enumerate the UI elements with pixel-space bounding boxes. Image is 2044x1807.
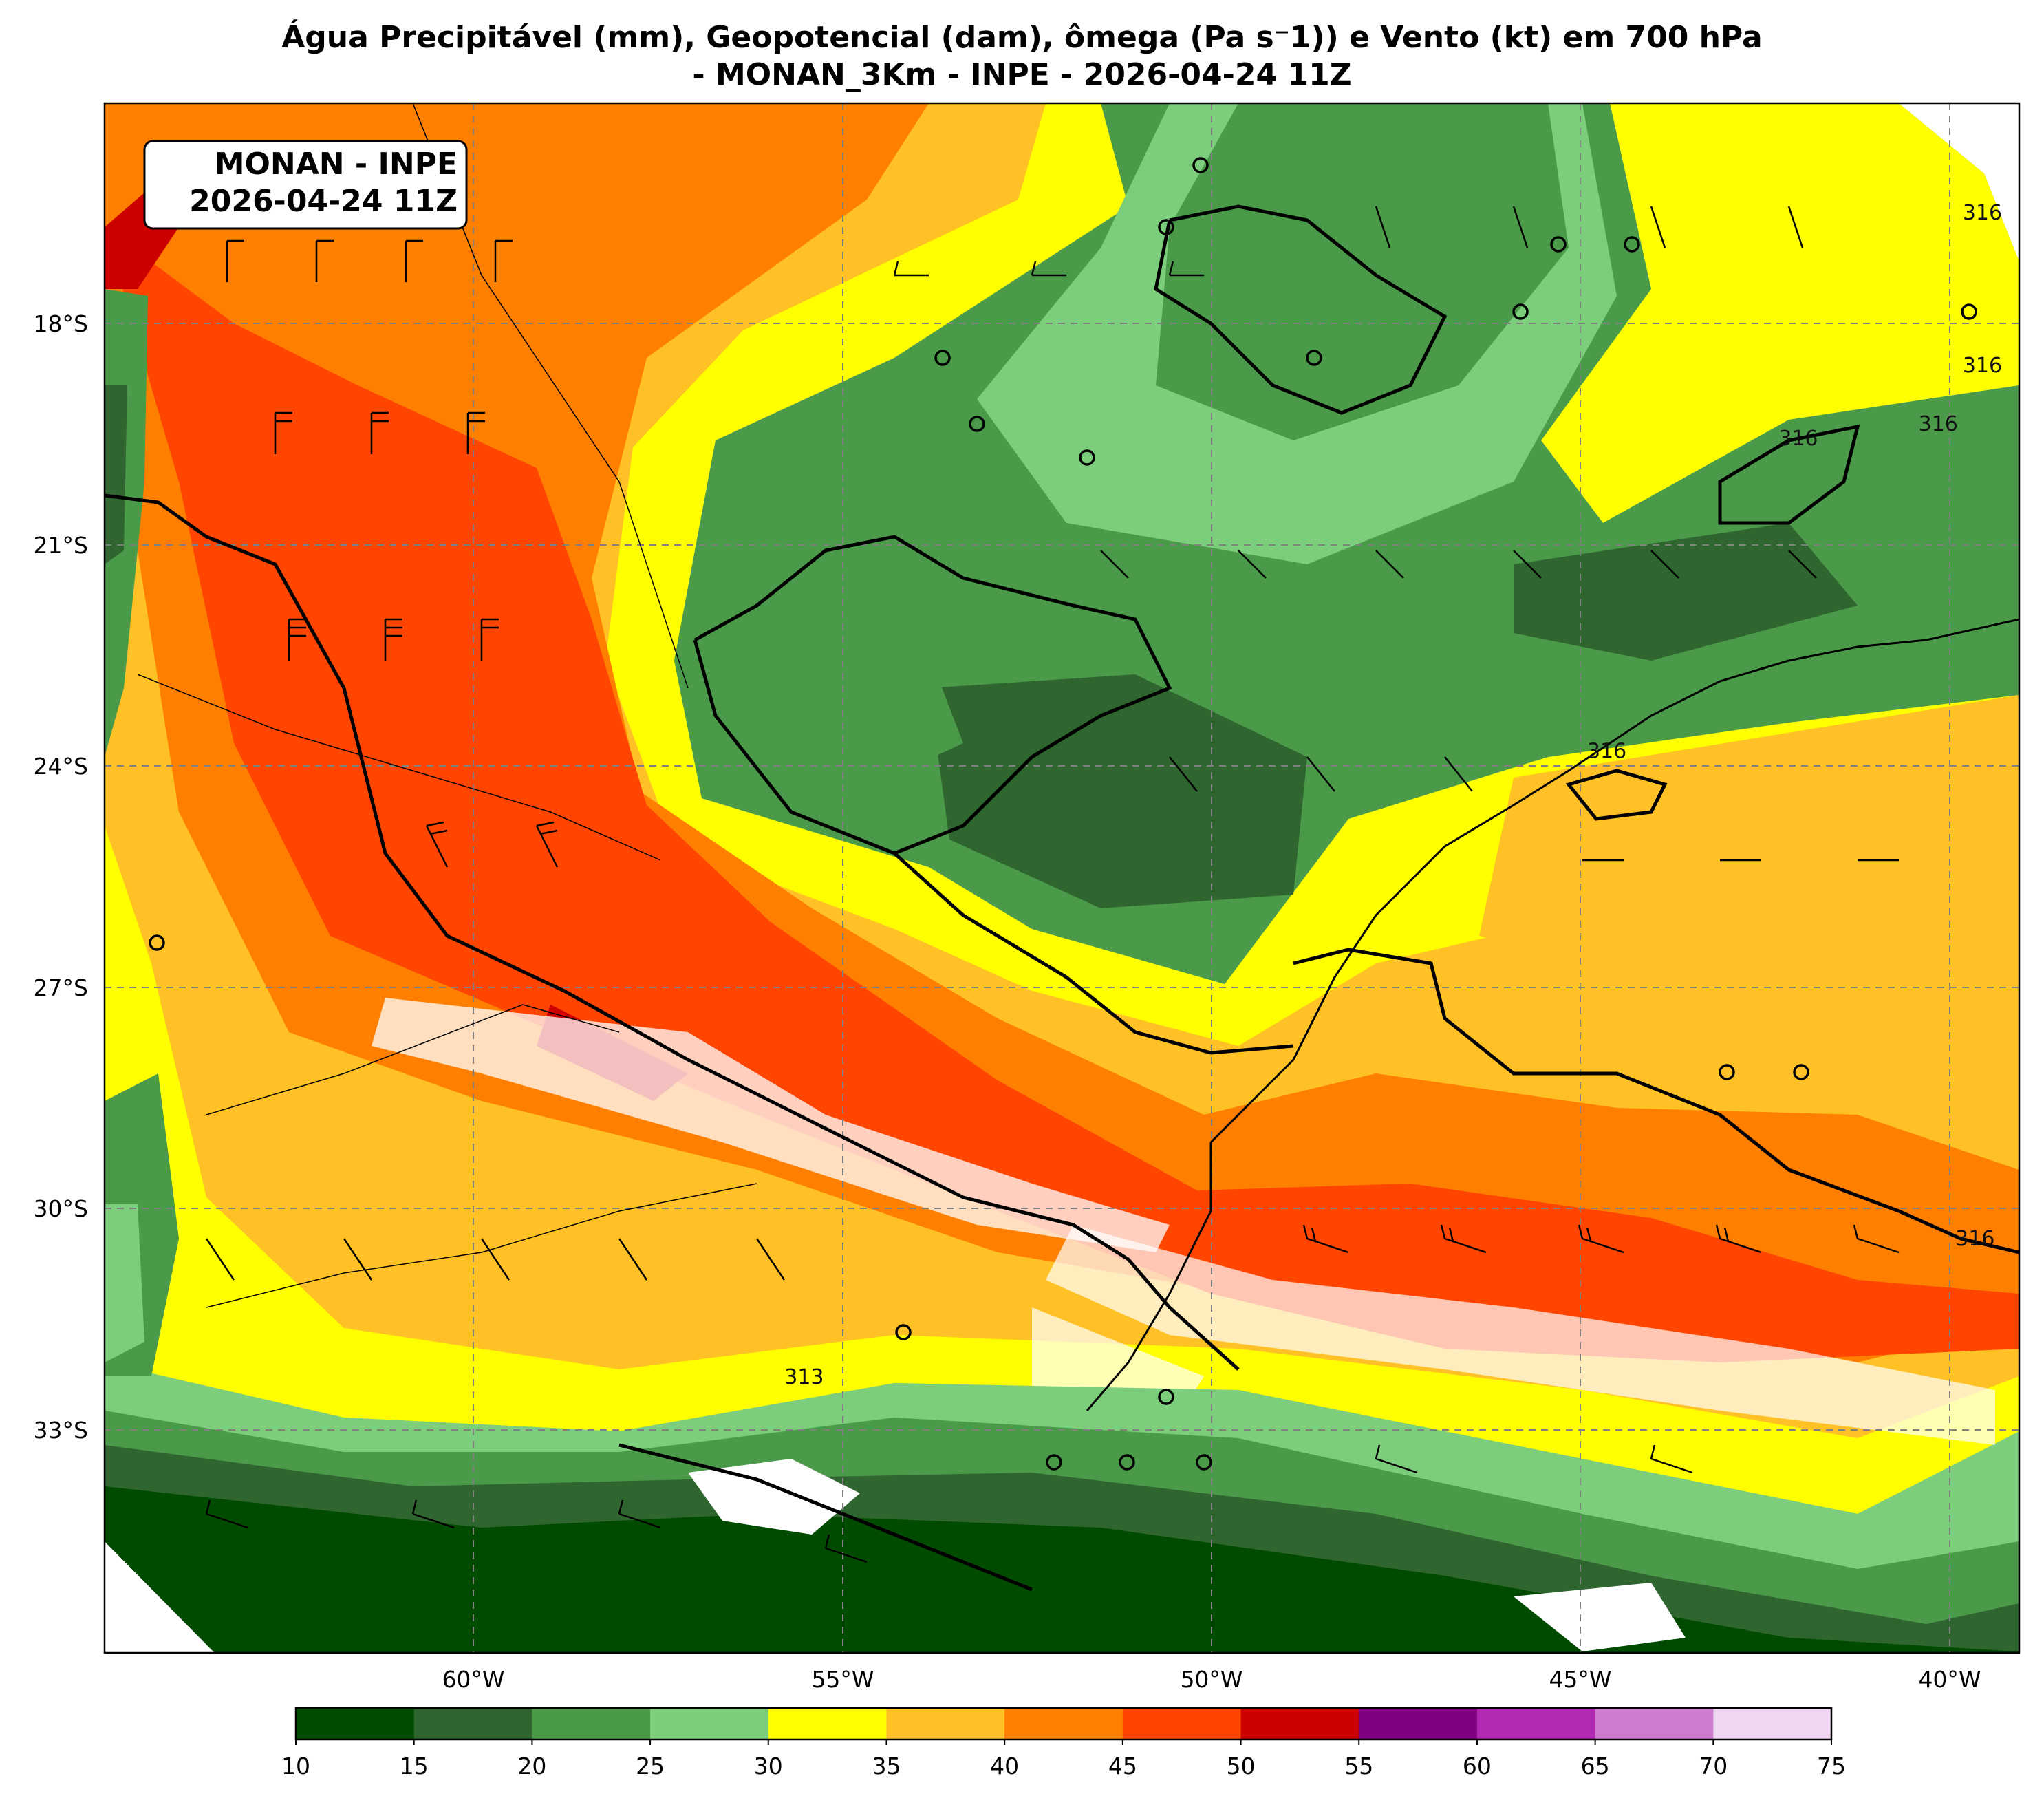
info-box-line-1: MONAN - INPE: [215, 147, 458, 182]
colorbar-swatch: [1122, 1708, 1242, 1740]
geopotential-contour-label: 316: [1955, 1227, 1994, 1251]
colorbar-tick-label: 55: [1344, 1753, 1373, 1779]
geopotential-contour-label: 316: [1587, 740, 1626, 764]
colorbar-swatch: [1240, 1708, 1359, 1740]
colorbar-swatch: [650, 1708, 769, 1740]
graticule: [105, 103, 2019, 1653]
colorbar-swatch: [1595, 1708, 1714, 1740]
borders: [137, 103, 2020, 1592]
colorbar-tick-label: 40: [990, 1753, 1019, 1779]
colorbar-tick-label: 15: [400, 1753, 429, 1779]
colorbar-swatch: [886, 1708, 1005, 1740]
title-line-2: - MONAN_3Km - INPE - 2026-04-24 11Z: [692, 57, 1352, 92]
lon-tick-label: 40°W: [1918, 1666, 1981, 1693]
colorbar-swatch: [768, 1708, 887, 1740]
colorbar-tick-label: 50: [1227, 1753, 1256, 1779]
info-box: MONAN - INPE 2026-04-24 11Z: [143, 140, 468, 230]
colorbar: 10 15 20 25 30 35 40 45 50 55 60 65 70 75: [281, 1707, 1846, 1779]
title-line-1: Água Precipitável (mm), Geopotencial (da…: [281, 20, 1763, 55]
lon-tick-label: 50°W: [1180, 1666, 1242, 1693]
geopotential-contour-label: 316: [1919, 412, 1958, 436]
lat-tick-label: 33°S: [34, 1417, 88, 1444]
colorbar-swatch: [1713, 1708, 1832, 1740]
colorbar-swatch: [532, 1708, 651, 1740]
colorbar-tick-label: 45: [1108, 1753, 1137, 1779]
contour-label-group: 316 316 316 316 316 316 313: [784, 201, 2002, 1389]
colorbar-swatch: [1004, 1708, 1123, 1740]
latitude-axis: 18°S 21°S 24°S 27°S 30°S 33°S: [34, 310, 88, 1444]
chart-title: Água Precipitável (mm), Geopotencial (da…: [0, 19, 2044, 94]
geopotential-contour-label: 316: [1963, 354, 2002, 378]
colorbar-tick-label: 65: [1581, 1753, 1610, 1779]
lat-tick-label: 27°S: [34, 974, 88, 1001]
lat-tick-label: 30°S: [34, 1195, 88, 1222]
info-box-line-2: 2026-04-24 11Z: [189, 184, 458, 219]
colorbar-swatch: [1476, 1708, 1596, 1740]
colorbar-swatch: [296, 1708, 415, 1740]
lon-tick-label: 60°W: [442, 1666, 504, 1693]
geopotential-contours: [104, 204, 2020, 1371]
colorbar-tick-label: 10: [281, 1753, 310, 1779]
lat-tick-label: 21°S: [34, 532, 88, 559]
colorbar-tick-label: 70: [1699, 1753, 1728, 1779]
geopotential-contour-label: 313: [784, 1365, 824, 1389]
lon-tick-label: 45°W: [1549, 1666, 1611, 1693]
colorbar-tick-label: 30: [754, 1753, 783, 1779]
colorbar-tick-label: 35: [872, 1753, 901, 1779]
colorbar-border: [294, 1707, 1833, 1741]
lat-tick-label: 24°S: [34, 753, 88, 780]
geopotential-contour-label: 316: [1963, 201, 2002, 225]
colorbar-tick-label: 75: [1817, 1753, 1846, 1779]
precipitable-water-field: [105, 103, 2019, 1653]
lat-tick-label: 18°S: [34, 310, 88, 337]
colorbar-tick-label: 25: [636, 1753, 665, 1779]
calm-wind-circles: [149, 157, 1977, 1471]
colorbar-tick-label: 60: [1463, 1753, 1492, 1779]
longitude-axis: 60°W 55°W 50°W 45°W 40°W: [442, 1666, 1981, 1693]
colorbar-tick-label: 20: [517, 1753, 546, 1779]
colorbar-swatch: [413, 1708, 532, 1740]
map-border: [103, 102, 2021, 1654]
wind-barbs: [205, 206, 1900, 1563]
lon-tick-label: 55°W: [811, 1666, 874, 1693]
geopotential-contour-label: 316: [1778, 427, 1818, 451]
colorbar-swatch: [1359, 1708, 1478, 1740]
